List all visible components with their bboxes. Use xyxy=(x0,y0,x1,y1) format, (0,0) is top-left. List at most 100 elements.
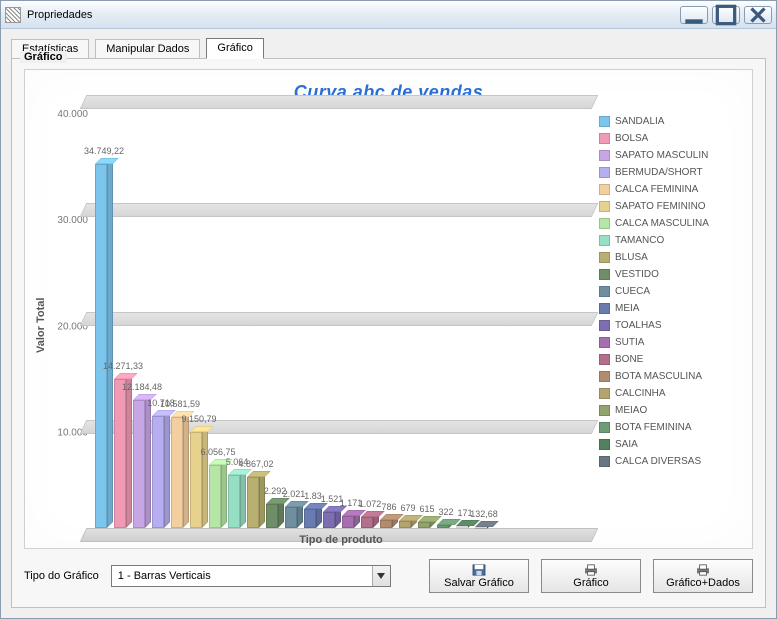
legend-swatch xyxy=(599,201,610,212)
legend-item: BOTA MASCULINA xyxy=(599,368,744,384)
legend-label: MEIA xyxy=(615,303,639,314)
bar-value-label: 786 xyxy=(381,502,396,512)
bar: 132,68 xyxy=(475,527,493,528)
legend-label: SAIA xyxy=(615,439,638,450)
printer-icon xyxy=(696,564,710,576)
bar: 2.292 xyxy=(266,504,284,528)
minimize-icon xyxy=(681,2,707,28)
legend-swatch xyxy=(599,456,610,467)
save-chart-label: Salvar Gráfico xyxy=(444,577,514,589)
app-icon xyxy=(5,7,21,23)
bar-value-label: 6.056,75 xyxy=(200,447,235,457)
legend-swatch xyxy=(599,116,610,127)
legend-item: BLUSA xyxy=(599,249,744,265)
legend-item: VESTIDO xyxy=(599,266,744,282)
print-chart-data-button[interactable]: Gráfico+Dados xyxy=(653,559,753,593)
window-buttons xyxy=(680,6,772,24)
minimize-button[interactable] xyxy=(680,6,708,24)
legend-swatch xyxy=(599,133,610,144)
close-button[interactable] xyxy=(744,6,772,24)
legend-label: VESTIDO xyxy=(615,269,659,280)
chart-plot-area: Valor Total 40.00030.00020.00010.0000 34… xyxy=(33,109,591,542)
bar: 34.749,22 xyxy=(95,164,113,528)
bar: 5.064 xyxy=(228,475,246,528)
bar: 322 xyxy=(437,525,455,528)
bar-value-label: 34.749,22 xyxy=(84,146,124,156)
bar-value-label: 2.021 xyxy=(283,489,306,499)
chevron-down-icon xyxy=(372,566,390,586)
legend-label: BLUSA xyxy=(615,252,648,263)
legend-label: MEIAO xyxy=(615,405,647,416)
bar-value-label: 132,68 xyxy=(470,509,498,519)
chart-legend: SANDALIA BOLSA SAPATO MASCULIN BERMUDA/SHOR… xyxy=(599,109,744,542)
window-propriedades: Propriedades EstatísticasManipular Dados… xyxy=(0,0,777,619)
legend-item: CUECA xyxy=(599,283,744,299)
bar: 2.021 xyxy=(285,507,303,528)
legend-label: SAPATO FEMININO xyxy=(615,201,706,212)
legend-swatch xyxy=(599,167,610,178)
save-chart-button[interactable]: Salvar Gráfico xyxy=(429,559,529,593)
legend-item: SAPATO MASCULIN xyxy=(599,147,744,163)
chart-type-combo[interactable]: 1 - Barras Verticais xyxy=(111,565,391,587)
legend-swatch xyxy=(599,422,610,433)
plot: 34.749,2214.271,3312.184,4810.71810.581,… xyxy=(91,109,591,542)
legend-item: MEIA xyxy=(599,300,744,316)
close-icon xyxy=(745,2,771,28)
legend-swatch xyxy=(599,269,610,280)
legend-label: CUECA xyxy=(615,286,650,297)
legend-swatch xyxy=(599,405,610,416)
legend-swatch xyxy=(599,337,610,348)
legend-label: BOTA FEMININA xyxy=(615,422,692,433)
printer-icon xyxy=(584,564,598,576)
bar-value-label: 12.184,48 xyxy=(122,382,162,392)
print-chart-data-label: Gráfico+Dados xyxy=(666,577,740,589)
legend-item: CALCA MASCULINA xyxy=(599,215,744,231)
legend-item: SUTIA xyxy=(599,334,744,350)
legend-label: BONE xyxy=(615,354,643,365)
legend-label: CALCA MASCULINA xyxy=(615,218,709,229)
legend-label: CALCA FEMININA xyxy=(615,184,698,195)
content-area: EstatísticasManipular DadosGráfico Gráfi… xyxy=(1,29,776,618)
legend-swatch xyxy=(599,320,610,331)
legend-swatch xyxy=(599,303,610,314)
print-chart-button[interactable]: Gráfico xyxy=(541,559,641,593)
legend-item: SAIA xyxy=(599,436,744,452)
bar: 1.171 xyxy=(342,516,360,528)
legend-label: BERMUDA/SHORT xyxy=(615,167,703,178)
chart-frame: Curva abc de vendas Valor Total 40.00030… xyxy=(24,69,753,549)
bar: 14.271,33 xyxy=(114,379,132,528)
bar-value-label: 4.867,02 xyxy=(238,459,273,469)
tab-manipular-dados[interactable]: Manipular Dados xyxy=(95,39,200,59)
legend-item: MEIAO xyxy=(599,402,744,418)
legend-item: SAPATO FEMININO xyxy=(599,198,744,214)
legend-swatch xyxy=(599,184,610,195)
legend-label: CALCA DIVERSAS xyxy=(615,456,701,467)
legend-item: SANDALIA xyxy=(599,113,744,129)
legend-label: SANDALIA xyxy=(615,116,664,127)
legend-label: TOALHAS xyxy=(615,320,662,331)
maximize-button[interactable] xyxy=(712,6,740,24)
legend-swatch xyxy=(599,150,610,161)
bar-value-label: 1.072 xyxy=(359,499,382,509)
legend-item: CALCA FEMININA xyxy=(599,181,744,197)
chart-body: Valor Total 40.00030.00020.00010.0000 34… xyxy=(33,109,744,542)
tab-bar: EstatísticasManipular DadosGráfico xyxy=(11,37,766,58)
groupbox-title: Gráfico xyxy=(20,51,67,63)
bar-value-label: 1.83 xyxy=(304,491,322,501)
legend-item: CALCINHA xyxy=(599,385,744,401)
legend-item: CALCA DIVERSAS xyxy=(599,453,744,469)
window-title: Propriedades xyxy=(27,9,680,21)
legend-item: BOLSA xyxy=(599,130,744,146)
legend-swatch xyxy=(599,388,610,399)
legend-label: SAPATO MASCULIN xyxy=(615,150,708,161)
legend-swatch xyxy=(599,218,610,229)
legend-item: BONE xyxy=(599,351,744,367)
bar: 1.521 xyxy=(323,512,341,528)
legend-item: BERMUDA/SHORT xyxy=(599,164,744,180)
tab-gráfico[interactable]: Gráfico xyxy=(206,38,263,59)
legend-label: CALCINHA xyxy=(615,388,666,399)
bar: 679 xyxy=(399,521,417,528)
bar: 1.072 xyxy=(361,517,379,528)
bar: 786 xyxy=(380,520,398,528)
bar: 10.581,59 xyxy=(171,417,189,528)
